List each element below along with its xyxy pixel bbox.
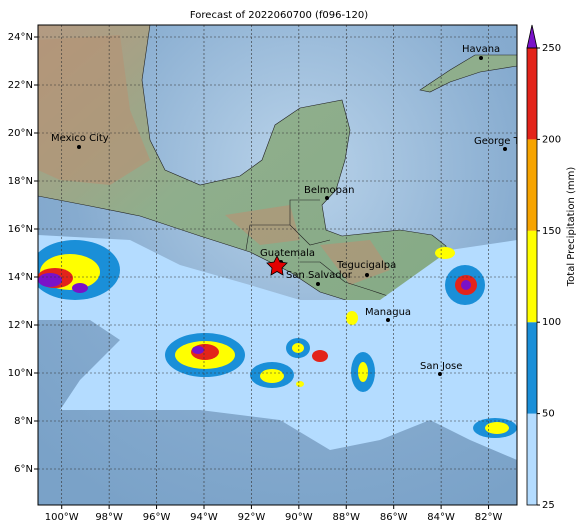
colorbar-tick-label: 150 (542, 226, 561, 237)
x-tick-label: 90°W (285, 512, 313, 523)
x-tick-label: 98°W (95, 512, 123, 523)
city-dot (503, 147, 507, 151)
city-dot (479, 56, 483, 60)
cuba (419, 54, 517, 93)
colorbar-label: Total Precipitation (mm) (566, 167, 577, 288)
city-dot (386, 318, 390, 322)
colorbar-segment (527, 139, 537, 231)
city-label: Guatemala (260, 248, 315, 259)
colorbar-tick-label: 100 (542, 317, 561, 328)
colorbar-tick-label: 25 (542, 500, 555, 511)
y-tick-label: 20°N (8, 128, 33, 139)
precipitation (38, 235, 517, 460)
colorbar-tick-label: 250 (542, 43, 561, 54)
x-tick-label: 86°W (380, 512, 408, 523)
y-tick-label: 22°N (8, 80, 33, 91)
colorbar-segment (527, 413, 537, 505)
y-tick-label: 14°N (8, 272, 33, 283)
y-tick-label: 10°N (8, 368, 33, 379)
colorbar-tick-label: 200 (542, 134, 561, 145)
city-label: Belmopan (304, 185, 354, 196)
colorbar: 25 50 100 150 200 250 Total Precipitation (mm) (526, 24, 577, 511)
y-tick-label: 18°N (8, 176, 33, 187)
x-tick-label: 84°W (427, 512, 455, 523)
city-dot (325, 196, 329, 200)
y-tick-label: 12°N (8, 320, 33, 331)
map-area: Havana Mexico City George Tov Belmopan G… (38, 25, 530, 505)
city-dot (365, 273, 369, 277)
colorbar-extend (526, 24, 538, 49)
x-tick-label: 82°W (475, 512, 503, 523)
city-dot (316, 282, 320, 286)
colorbar-tick-label: 50 (542, 409, 555, 420)
y-tick-label: 24°N (8, 32, 33, 43)
city-label: Tegucigalpa (336, 260, 396, 271)
y-tick-label: 8°N (14, 416, 33, 427)
land-highlands (38, 35, 390, 285)
map-title: Forecast of 2022060700 (f096-120) (190, 10, 368, 21)
colorbar-segment (527, 230, 537, 323)
colorbar-segment (527, 48, 537, 140)
x-tick-label: 96°W (143, 512, 171, 523)
x-tick-label: 100°W (45, 512, 79, 523)
city-label: San Jose (420, 361, 462, 372)
city-dot (77, 145, 81, 149)
city-dot (438, 372, 442, 376)
colorbar-frame (526, 47, 538, 506)
city-label: Havana (462, 44, 500, 55)
x-tick-label: 92°W (238, 512, 266, 523)
y-tick-label: 16°N (8, 224, 33, 235)
x-tick-label: 88°W (332, 512, 360, 523)
city-label: Managua (365, 307, 411, 318)
colorbar-segment (527, 322, 537, 414)
city-label: George Tov (474, 136, 530, 147)
city-label: Mexico City (51, 133, 109, 144)
graticule (38, 25, 517, 505)
axis-ticks: 100°W 98°W 96°W 94°W 92°W 90°W 88°W 86°W 84°W 82°… (8, 32, 503, 523)
y-tick-label: 6°N (14, 464, 33, 475)
star-marker (266, 255, 288, 276)
x-tick-label: 94°W (190, 512, 218, 523)
map-frame (37, 24, 518, 506)
city-label: San Salvador (286, 270, 353, 281)
